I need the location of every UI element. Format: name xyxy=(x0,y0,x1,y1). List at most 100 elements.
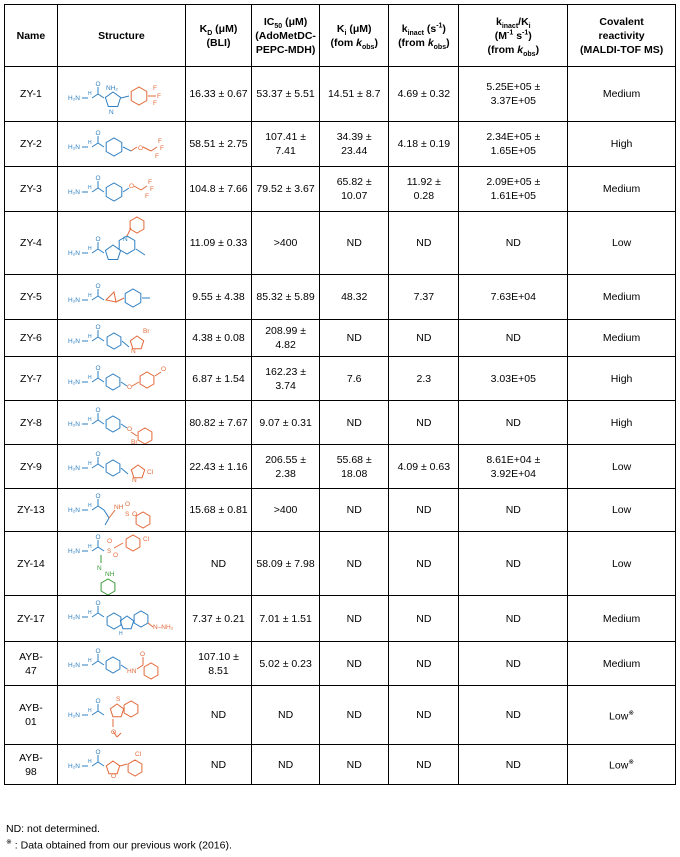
ic50-value: 162.23 ±3.74 xyxy=(251,356,321,401)
kd-value: ND xyxy=(184,531,253,596)
ratio-value: ND xyxy=(458,400,569,445)
ki-value: 65.82 ±10.07 xyxy=(319,166,390,212)
atom-label: O xyxy=(125,501,130,508)
phenyl-ring xyxy=(107,611,122,630)
ratio-value: 5.25E+05 ±3.37E+05 xyxy=(458,66,569,122)
molecule-icon: H₂N HO xyxy=(68,283,151,308)
ki-value: ND xyxy=(319,685,390,745)
ratio-value: ND xyxy=(458,319,569,357)
atom-label: N xyxy=(97,565,102,572)
cyclopropane-ring xyxy=(105,290,118,303)
phenyl-ring xyxy=(128,758,143,777)
header-row: Name Structure KD (μM) (BLI) IC50 (μM) (… xyxy=(4,4,676,67)
phenyl-ring xyxy=(101,577,116,595)
structure-drawing: H₂N H O O F F F xyxy=(56,166,186,212)
atom-label: H₂N xyxy=(68,712,80,719)
footnote-mark: ※ xyxy=(628,709,635,717)
atom-label: N xyxy=(132,477,137,484)
atom-label: O xyxy=(111,773,116,780)
atom-label: NH₂ xyxy=(106,85,118,92)
ic50-value: >400 xyxy=(251,211,321,275)
ki-value: 34.39 ±23.44 xyxy=(319,121,390,167)
atom-label: N xyxy=(123,236,128,243)
phenyl-ring xyxy=(106,181,123,202)
kinact-value: 4.69 ± 0.32 xyxy=(388,66,460,122)
atom-label: H₂N xyxy=(68,421,80,428)
table-row: AYB-01H₂NHOSONDNDNDNDNDLow※ xyxy=(4,685,676,745)
atom-label: S xyxy=(125,511,130,518)
structure-drawing: H₂N H O N Cl xyxy=(56,444,186,489)
kinact-value: 11.92 ±0.28 xyxy=(388,166,460,212)
structure-drawing: H₂N H O O Br xyxy=(56,400,186,445)
structure-drawing: H₂N H O HN O xyxy=(56,641,186,686)
ic50-value: 79.52 ± 3.67 xyxy=(251,166,321,212)
structure-drawing: H₂N H O xyxy=(56,274,186,320)
reactivity-value: High xyxy=(567,356,676,401)
kinact-value: ND xyxy=(388,641,460,686)
atom-label: O xyxy=(107,538,112,545)
atom-label: O xyxy=(96,600,101,607)
atom-label: H xyxy=(88,610,92,616)
kd-value: 7.37 ± 0.21 xyxy=(184,595,253,642)
compound-name: AYB- 98 xyxy=(4,744,58,785)
footnote-previous-work: ※ : Data obtained from our previous work… xyxy=(6,839,232,852)
compound-name: ZY-5 xyxy=(4,274,58,320)
compound-name: ZY-1 xyxy=(4,66,58,122)
ic50-value: 206.55 ±2.38 xyxy=(251,444,321,489)
atom-label: O xyxy=(127,384,132,391)
header-ic50: IC50 (μM) (AdoMetDC- PEPC-MDH) xyxy=(251,4,321,67)
ki-value: ND xyxy=(319,531,390,596)
table-row: ZY-17 H₂N H O H N–NH₂ 7.37 ± 0.21 7.01 ± 1.51 ND… xyxy=(4,595,676,642)
atom-label: O xyxy=(96,698,101,705)
structure-drawing: H₂N H O O Cl xyxy=(56,744,186,785)
ki-value: ND xyxy=(319,319,390,357)
thiophene-ring xyxy=(110,702,125,717)
atom-label: H₂N xyxy=(68,250,80,257)
atom-label: NH xyxy=(105,571,115,578)
table-row: ZY-1 H₂N H O NH₂ N F F F 16.33 ± 0.67 53.37 ± 5.51… xyxy=(4,66,676,122)
table-row: ZY-3 H₂N H O O F F F 104.8 ± 7.66 79.52 ± 3.67 65.… xyxy=(4,166,676,212)
atom-label: O xyxy=(96,175,101,182)
atom-label: S xyxy=(116,696,121,703)
atom-label: O xyxy=(96,749,101,756)
reactivity-value: Low※ xyxy=(567,744,676,785)
atom-label: O xyxy=(96,648,101,655)
atom-label: H₂N xyxy=(68,548,80,555)
structure-drawing: H₂N H O O O xyxy=(56,356,186,401)
ki-value: 7.6 xyxy=(319,356,390,401)
structure-drawing: H₂N H O H N–NH₂ xyxy=(56,595,186,642)
atom-label: H xyxy=(88,140,92,146)
atom-label: Cl xyxy=(135,751,142,758)
atom-label: F xyxy=(157,93,161,100)
phenyl-ring xyxy=(140,370,155,389)
ki-value: ND xyxy=(319,400,390,445)
ratio-value: 8.61E+04 ±3.92E+04 xyxy=(458,444,569,489)
atom-label: O xyxy=(138,145,143,152)
reactivity-value: Low※ xyxy=(567,685,676,745)
atom-label: O xyxy=(96,130,101,137)
reactivity-value: Low xyxy=(567,488,676,532)
ic50-value: 107.41 ±7.41 xyxy=(251,121,321,167)
atom-label: N xyxy=(131,348,136,355)
kd-value: 15.68 ± 0.81 xyxy=(184,488,253,532)
atom-label: H₂N xyxy=(68,297,80,304)
kd-value: 6.87 ± 1.54 xyxy=(184,356,253,401)
ic50-value: 208.99 ±4.82 xyxy=(251,319,321,357)
ki-value: ND xyxy=(319,595,390,642)
compound-name: ZY-6 xyxy=(4,319,58,357)
footnotes: ND: not determined. ※ : Data obtained fr… xyxy=(6,822,232,853)
atom-label: O xyxy=(96,493,101,500)
structure-drawing: H₂N H O NH S O O xyxy=(56,488,186,532)
atom-label: H xyxy=(88,503,92,509)
table-row: ZY-8 H₂N H O O Br 80.82 ± 7.67 9.07 ± 0.31 ND ND N… xyxy=(4,400,676,445)
ki-value: 48.32 xyxy=(319,274,390,320)
reactivity-value: Medium xyxy=(567,319,676,357)
atom-label: H xyxy=(88,91,92,97)
compound-name: ZY-3 xyxy=(4,166,58,212)
